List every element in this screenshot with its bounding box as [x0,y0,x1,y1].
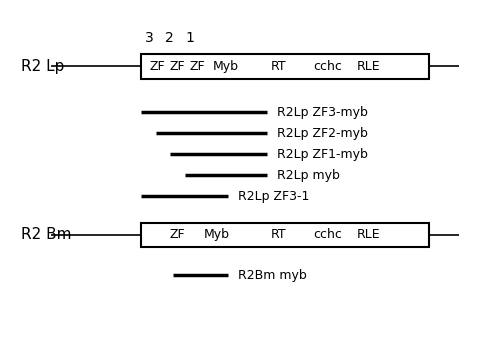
FancyBboxPatch shape [140,54,429,79]
Text: ZF: ZF [190,60,206,73]
FancyBboxPatch shape [140,223,429,247]
Text: Myb: Myb [212,60,238,73]
Text: RT: RT [270,60,286,73]
Text: 3: 3 [145,31,154,45]
Text: R2Lp ZF3-1: R2Lp ZF3-1 [238,190,309,203]
Text: RLE: RLE [357,228,380,241]
Text: R2Lp myb: R2Lp myb [278,169,340,182]
Text: R2 Bm: R2 Bm [22,228,72,242]
Text: 2: 2 [165,31,174,45]
Text: R2 Lp: R2 Lp [22,59,64,74]
Text: RT: RT [270,228,286,241]
Text: 1: 1 [185,31,194,45]
Text: RLE: RLE [357,60,380,73]
Text: Myb: Myb [204,228,230,241]
Text: cchc: cchc [314,228,342,241]
Text: ZF: ZF [150,60,165,73]
Text: R2Lp ZF3-myb: R2Lp ZF3-myb [278,105,368,119]
Text: cchc: cchc [314,60,342,73]
Text: R2Bm myb: R2Bm myb [238,269,306,282]
Text: R2Lp ZF2-myb: R2Lp ZF2-myb [278,127,368,139]
Text: ZF: ZF [170,60,185,73]
Text: R2Lp ZF1-myb: R2Lp ZF1-myb [278,148,368,161]
Text: ZF: ZF [170,228,185,241]
